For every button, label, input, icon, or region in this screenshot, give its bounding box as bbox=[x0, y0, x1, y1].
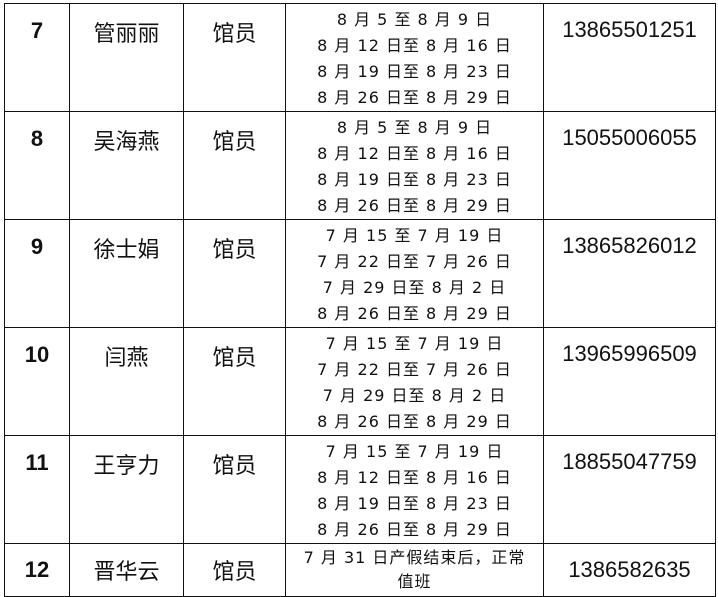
staff-role: 馆员 bbox=[183, 435, 286, 544]
phone-number: 18855047759 bbox=[543, 435, 716, 544]
date-range: 8 月 26 日至 8 月 29 日 bbox=[317, 196, 512, 215]
row-number: 8 bbox=[4, 111, 70, 220]
date-range: 7 月 29 日至 8 月 2 日 bbox=[322, 386, 507, 405]
date-range: 8 月 19 日至 8 月 23 日 bbox=[317, 62, 512, 81]
date-range: 8 月 26 日至 8 月 29 日 bbox=[317, 412, 512, 431]
table-row: 10 闫燕 馆员 7 月 15 至 7 月 19 日 7 月 22 日至 7 月 26 … bbox=[4, 327, 716, 436]
row-number: 11 bbox=[4, 435, 70, 544]
date-range: 7 月 15 至 7 月 19 日 bbox=[325, 334, 504, 353]
date-range: 7 月 22 日至 7 月 26 日 bbox=[317, 360, 512, 379]
date-range: 7 月 15 至 7 月 19 日 bbox=[325, 226, 504, 245]
staff-name: 管丽丽 bbox=[69, 3, 184, 112]
date-range: 7 月 31 日产假结束后，正常 bbox=[303, 548, 526, 567]
date-range: 8 月 19 日至 8 月 23 日 bbox=[317, 494, 512, 513]
row-number: 10 bbox=[4, 327, 70, 436]
date-range: 8 月 5 至 8 月 9 日 bbox=[336, 118, 493, 137]
phone-number: 13865826012 bbox=[543, 219, 716, 328]
table-row: 9 徐士娟 馆员 7 月 15 至 7 月 19 日 7 月 22 日至 7 月 26 … bbox=[4, 219, 716, 328]
date-range: 7 月 22 日至 7 月 26 日 bbox=[317, 252, 512, 271]
date-range: 8 月 12 日至 8 月 16 日 bbox=[317, 468, 512, 487]
date-range: 8 月 26 日至 8 月 29 日 bbox=[317, 520, 512, 539]
staff-name: 徐士娟 bbox=[69, 219, 184, 328]
duty-dates: 7 月 31 日产假结束后，正常 值班 bbox=[285, 543, 544, 597]
phone-number: 1386582635 bbox=[543, 543, 716, 597]
table-row: 12 晋华云 馆员 7 月 31 日产假结束后，正常 值班 1386582635 bbox=[4, 543, 716, 597]
staff-name: 晋华云 bbox=[69, 543, 184, 597]
row-number: 12 bbox=[4, 543, 70, 597]
duty-dates: 8 月 5 至 8 月 9 日 8 月 12 日至 8 月 16 日 8 月 19 … bbox=[285, 111, 544, 220]
duty-dates: 7 月 15 至 7 月 19 日 7 月 22 日至 7 月 26 日 7 月 2… bbox=[285, 219, 544, 328]
date-range: 7 月 15 至 7 月 19 日 bbox=[325, 442, 504, 461]
date-range: 8 月 5 至 8 月 9 日 bbox=[336, 10, 493, 29]
phone-number: 15055006055 bbox=[543, 111, 716, 220]
table-row: 11 王亨力 馆员 7 月 15 至 7 月 19 日 8 月 12 日至 8 月 16… bbox=[4, 435, 716, 544]
date-range: 7 月 29 日至 8 月 2 日 bbox=[322, 278, 507, 297]
staff-role: 馆员 bbox=[183, 3, 286, 112]
staff-role: 馆员 bbox=[183, 543, 286, 597]
row-number: 9 bbox=[4, 219, 70, 328]
date-range: 值班 bbox=[397, 572, 432, 591]
staff-name: 王亨力 bbox=[69, 435, 184, 544]
date-range: 8 月 19 日至 8 月 23 日 bbox=[317, 170, 512, 189]
staff-name: 闫燕 bbox=[69, 327, 184, 436]
staff-name: 吴海燕 bbox=[69, 111, 184, 220]
staff-role: 馆员 bbox=[183, 219, 286, 328]
date-range: 8 月 12 日至 8 月 16 日 bbox=[317, 36, 512, 55]
duty-dates: 7 月 15 至 7 月 19 日 7 月 22 日至 7 月 26 日 7 月 2… bbox=[285, 327, 544, 436]
staff-role: 馆员 bbox=[183, 327, 286, 436]
date-range: 8 月 12 日至 8 月 16 日 bbox=[317, 144, 512, 163]
staff-role: 馆员 bbox=[183, 111, 286, 220]
date-range: 8 月 26 日至 8 月 29 日 bbox=[317, 88, 512, 107]
phone-number: 13965996509 bbox=[543, 327, 716, 436]
phone-number: 13865501251 bbox=[543, 3, 716, 112]
date-range: 8 月 26 日至 8 月 29 日 bbox=[317, 304, 512, 323]
duty-dates: 7 月 15 至 7 月 19 日 8 月 12 日至 8 月 16 日 8 月 1… bbox=[285, 435, 544, 544]
duty-dates: 8 月 5 至 8 月 9 日 8 月 12 日至 8 月 16 日 8 月 19 … bbox=[285, 3, 544, 112]
row-number: 7 bbox=[4, 3, 70, 112]
